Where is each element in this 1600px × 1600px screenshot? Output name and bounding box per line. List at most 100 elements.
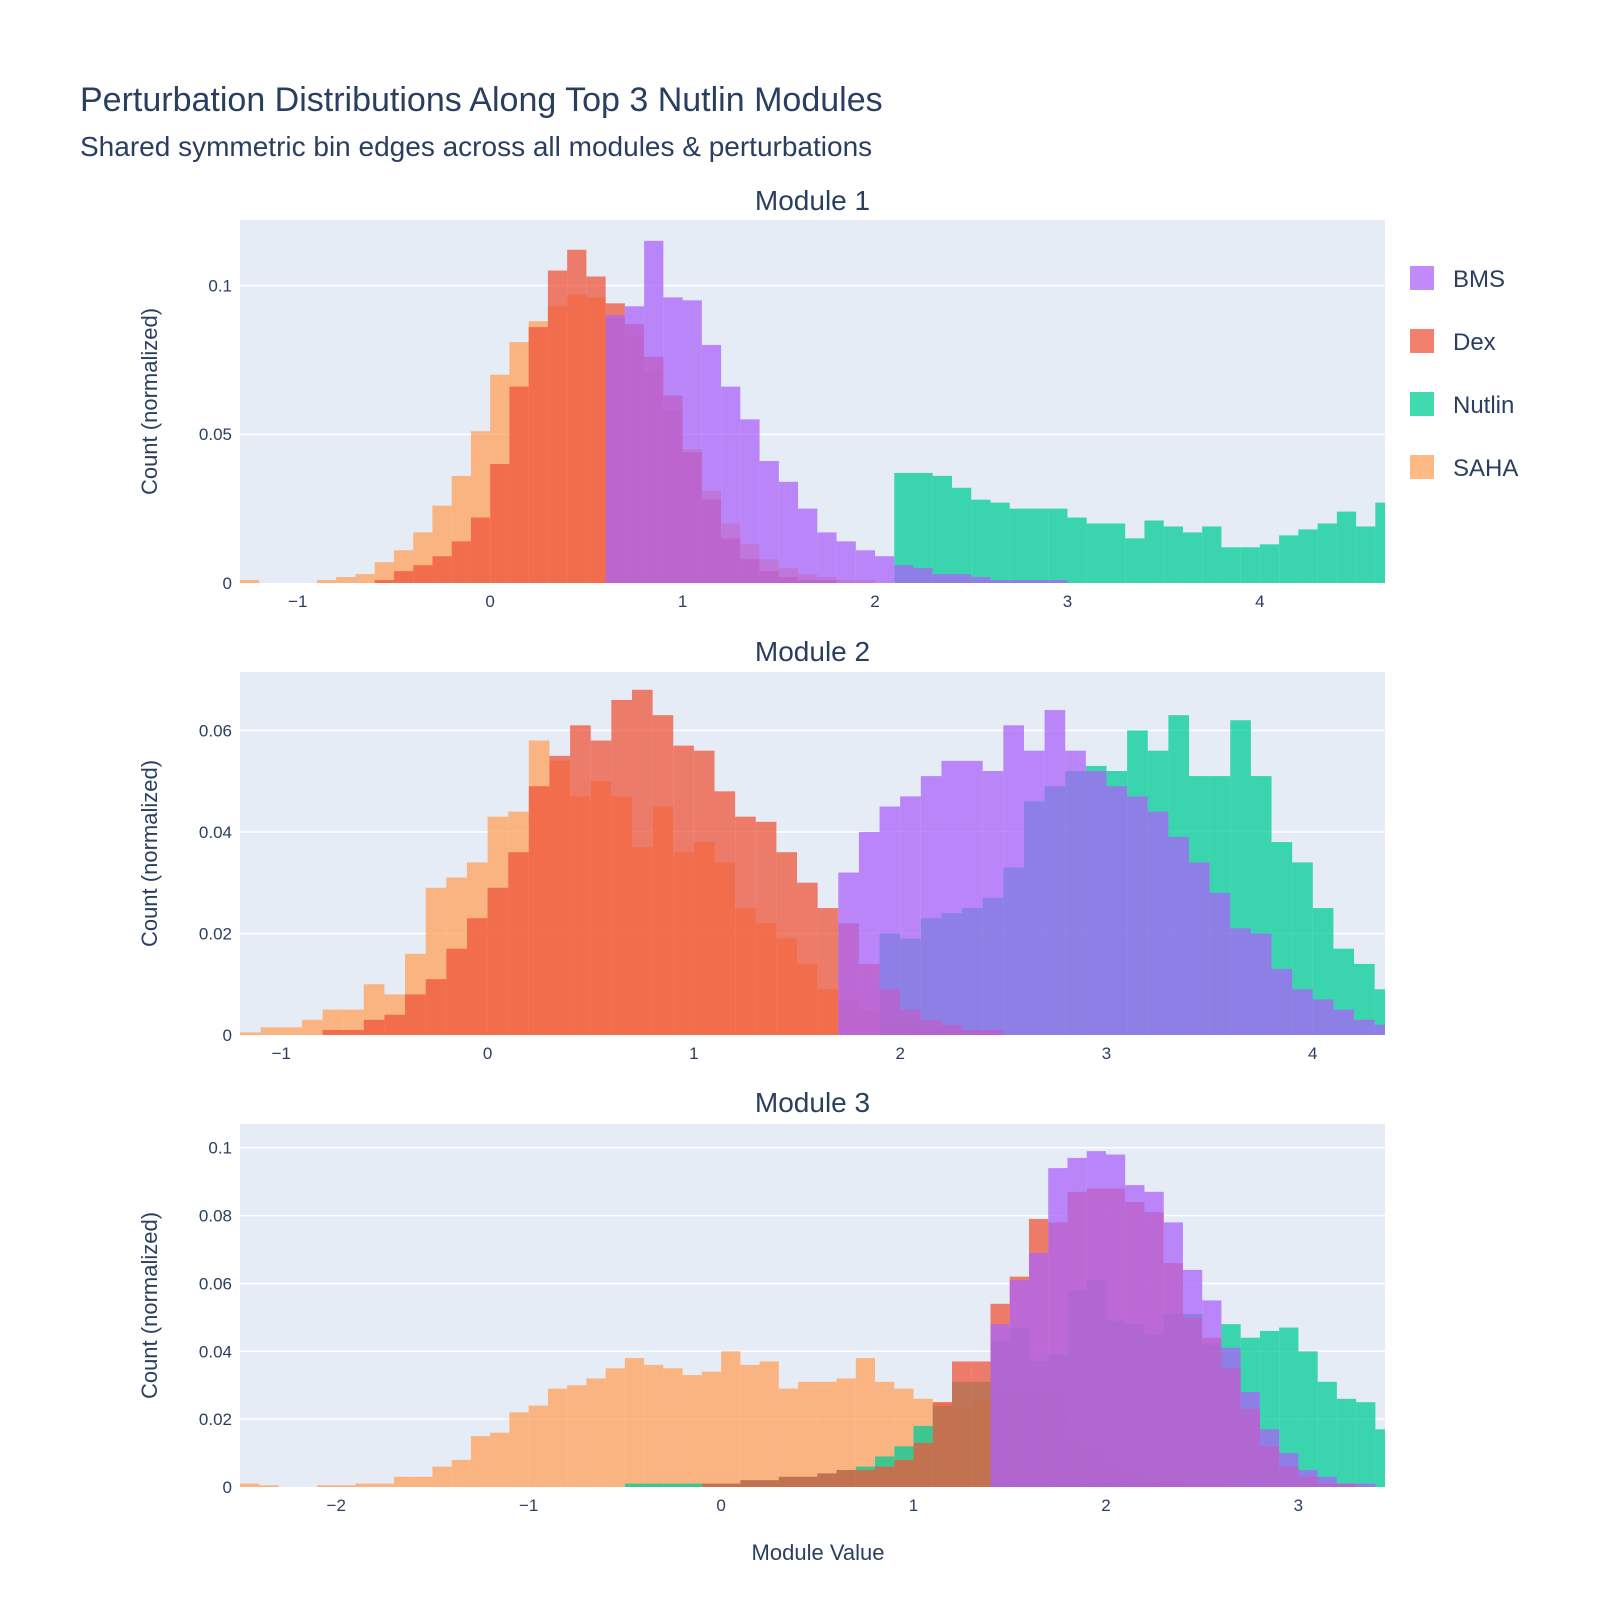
bar-bms — [1163, 1222, 1183, 1487]
series-bms — [838, 710, 1385, 1035]
bar-saha — [432, 1466, 452, 1487]
bar-dex — [776, 852, 798, 1035]
legend-label: BMS — [1453, 266, 1505, 293]
bar-bms — [982, 771, 1004, 1035]
bar-saha — [624, 1358, 645, 1487]
x-tick-label: −1 — [288, 592, 307, 611]
bar-bms — [1085, 771, 1107, 1035]
bar-dex — [740, 1480, 760, 1487]
bar-dex — [798, 1476, 818, 1487]
bar-saha — [644, 1364, 664, 1487]
x-tick-label: 1 — [689, 1044, 698, 1063]
bar-nutlin — [1182, 532, 1203, 583]
bar-saha — [528, 1405, 548, 1487]
bar-dex — [855, 1470, 876, 1487]
bar-dex — [701, 1483, 722, 1487]
bar-bms — [990, 580, 1010, 583]
legend-swatch — [1410, 329, 1434, 353]
legend-swatch — [1410, 455, 1434, 479]
bar-bms — [1259, 1429, 1280, 1487]
panel-1: 0 0.05 0.1 −1 0 1 2 3 4 Module 1 Count (normalized… — [137, 185, 1385, 611]
bar-dex — [778, 1476, 799, 1487]
y-tick-label: 0.04 — [199, 823, 232, 842]
bar-saha — [374, 1483, 394, 1487]
x-tick-label: 1 — [909, 1496, 918, 1515]
x-tick-label: 2 — [895, 1044, 904, 1063]
bar-dex — [817, 1473, 837, 1487]
bar-saha — [798, 1381, 818, 1487]
bar-saha — [336, 1485, 356, 1487]
bar-saha — [393, 1476, 414, 1487]
bar-bms — [952, 574, 972, 583]
bar-dex — [631, 689, 653, 1035]
bar-nutlin — [913, 472, 933, 583]
bar-dex — [393, 571, 414, 583]
legend-label: Dex — [1453, 329, 1496, 356]
y-axis-title: Count (normalized) — [137, 1212, 162, 1399]
bar-bms — [1221, 1347, 1241, 1487]
bar-bms — [1202, 1300, 1222, 1487]
bar-saha — [509, 1412, 529, 1487]
bar-dex — [797, 882, 818, 1035]
y-tick-label: 0 — [223, 1478, 232, 1497]
legend-item-bms[interactable]: BMS — [1410, 266, 1505, 293]
bar-bms — [1009, 1280, 1029, 1487]
y-tick-label: 0.02 — [199, 924, 232, 943]
bar-saha — [490, 1432, 510, 1487]
bar-nutlin — [1240, 547, 1260, 583]
bar-bms — [1279, 1453, 1299, 1487]
bar-bms — [740, 419, 760, 583]
bar-saha — [778, 1388, 799, 1487]
bar-nutlin — [624, 1483, 645, 1487]
legend-item-dex[interactable]: Dex — [1410, 329, 1496, 356]
bar-dex — [374, 580, 394, 583]
bar-nutlin — [1354, 963, 1375, 1035]
bar-saha — [316, 1485, 337, 1487]
bar-dex — [343, 1029, 364, 1035]
bar-nutlin — [1375, 1429, 1385, 1487]
series-bms — [605, 240, 1068, 583]
bar-bms — [1271, 969, 1293, 1035]
bar-bms — [1028, 580, 1049, 583]
chart-title: Perturbation Distributions Along Top 3 N… — [80, 81, 883, 119]
series-bms — [990, 1151, 1376, 1487]
bar-dex — [490, 463, 510, 583]
legend-swatch — [1410, 392, 1434, 416]
x-tick-label: 3 — [1102, 1044, 1111, 1063]
bar-nutlin — [1259, 544, 1280, 583]
bar-dex — [432, 556, 452, 583]
bar-saha — [721, 1351, 741, 1487]
x-tick-label: 4 — [1255, 592, 1264, 611]
bar-dex — [586, 276, 606, 583]
bar-dex — [714, 791, 736, 1035]
bar-bms — [1230, 928, 1251, 1035]
bar-bms — [1044, 710, 1066, 1035]
bar-saha — [547, 1388, 568, 1487]
bar-bms — [1298, 1470, 1318, 1487]
bar-nutlin — [1298, 1351, 1318, 1487]
x-tick-label: 2 — [870, 592, 879, 611]
bar-nutlin — [1336, 1398, 1357, 1487]
bar-bms — [1374, 1024, 1385, 1035]
bar-dex — [952, 1361, 972, 1487]
bar-nutlin — [1144, 520, 1164, 583]
legend[interactable]: BMS Dex Nutlin SAHA — [1410, 266, 1518, 482]
x-tick-label: −1 — [272, 1044, 291, 1063]
bar-bms — [1144, 1191, 1164, 1487]
bar-dex — [817, 908, 839, 1035]
bar-bms — [941, 760, 963, 1035]
bar-nutlin — [1009, 508, 1029, 583]
bar-bms — [838, 872, 859, 1035]
bar-dex — [590, 740, 612, 1035]
legend-item-saha[interactable]: SAHA — [1410, 455, 1518, 482]
x-tick-label: −1 — [519, 1496, 538, 1515]
legend-item-nutlin[interactable]: Nutlin — [1410, 392, 1514, 419]
bar-bms — [1003, 725, 1024, 1035]
panel-3: 0 0.02 0.04 0.06 0.08 0.1 −2 −1 0 1 2 3 Module 3 Coun… — [137, 1087, 1385, 1515]
panel-2: 0 0.02 0.04 0.06 −1 0 1 2 3 4 Module 2 Count (norma… — [137, 636, 1385, 1063]
y-tick-label: 0 — [223, 1026, 232, 1045]
bar-nutlin — [1375, 502, 1385, 583]
bar-saha — [682, 1375, 702, 1487]
legend-swatch — [1410, 266, 1434, 290]
